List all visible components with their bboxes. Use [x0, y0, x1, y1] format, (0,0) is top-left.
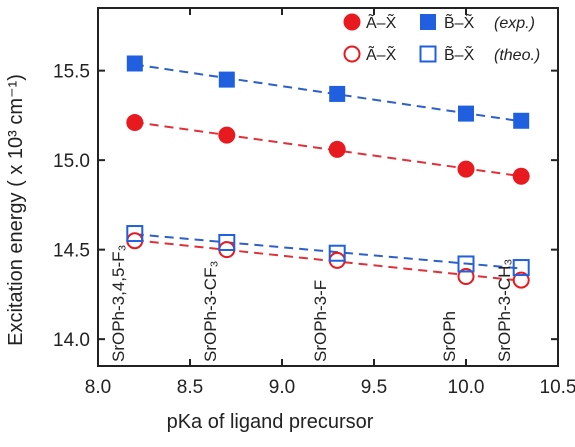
data-point: [457, 255, 475, 273]
x-axis-label: pKa of ligand precursor: [167, 411, 374, 433]
sample-label: SrOPh-3-F: [311, 280, 330, 362]
y-tick-label: 15.0: [53, 151, 90, 172]
data-point: [328, 244, 346, 262]
data-point: [457, 268, 475, 285]
x-axis-ticks: 8.0 8.5 9.0 9.5 10.0 10.5: [85, 8, 575, 398]
data-point: [512, 259, 530, 277]
legend-label-b: B̃–X̃: [444, 12, 475, 32]
x-tick-label: 8.5: [177, 377, 203, 398]
data-point: [512, 271, 530, 289]
x-tick-label: 8.0: [85, 377, 111, 398]
data-point: [126, 114, 144, 132]
y-tick-label: 14.5: [53, 241, 90, 262]
data-point: [218, 71, 235, 88]
y-tick-label: 14.0: [53, 330, 90, 351]
legend-marker-a: [343, 13, 361, 31]
data-point: [329, 85, 346, 102]
data-point: [512, 167, 530, 185]
legend-tag: (theo.): [494, 47, 540, 64]
legend-marker-b: [419, 45, 437, 63]
x-tick-label: 10.5: [540, 377, 575, 398]
fit-line: [134, 121, 522, 178]
legend-tag: (exp.): [494, 15, 535, 32]
data-point: [218, 233, 236, 251]
legend: Ã–X̃ B̃–X̃ (exp.) Ã–X̃ B̃–X̃ (theo.): [343, 12, 540, 64]
data-points: [126, 55, 530, 289]
plot-frame: [97, 7, 559, 367]
data-point: [126, 55, 143, 72]
fit-line: [134, 63, 522, 123]
legend-label-b: B̃–X̃: [444, 44, 475, 64]
y-tick-label: 15.5: [53, 62, 90, 83]
sample-label: SrOPh-3-CH₃: [495, 259, 514, 362]
sample-label: SrOPh-3-CF₃: [201, 261, 220, 362]
sample-label: SrOPh-3,4,5-F₃: [109, 245, 128, 362]
data-point: [513, 112, 530, 129]
legend-label-a: Ã–X̃: [366, 12, 397, 32]
sample-labels: SrOPh-3,4,5-F₃ SrOPh-3-CF₃ SrOPh-3-F SrOPh S…: [109, 245, 514, 362]
data-point: [126, 225, 144, 243]
legend-marker-a: [343, 45, 361, 63]
data-point: [328, 140, 346, 158]
y-axis-ticks: 14.0 14.5 15.0 15.5: [53, 62, 558, 351]
fit-lines: [134, 63, 522, 282]
x-tick-label: 10.0: [448, 377, 485, 398]
fit-line: [134, 233, 522, 270]
y-axis-label: Excitation energy ( x 10³ cm⁻¹): [5, 74, 27, 346]
x-tick-label: 9.5: [361, 377, 387, 398]
legend-label-a: Ã–X̃: [366, 44, 397, 64]
data-point: [457, 160, 475, 178]
sample-label: SrOPh: [440, 311, 459, 362]
legend-marker-b: [420, 14, 436, 30]
x-tick-label: 9.0: [269, 377, 295, 398]
fit-line: [134, 239, 522, 282]
data-point: [458, 105, 474, 122]
data-point: [218, 126, 236, 144]
